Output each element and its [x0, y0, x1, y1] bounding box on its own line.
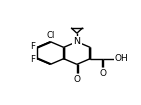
Text: Cl: Cl [46, 31, 55, 40]
Text: F: F [30, 55, 35, 64]
Text: OH: OH [115, 54, 128, 63]
Text: N: N [73, 37, 80, 46]
Text: F: F [30, 42, 35, 51]
Text: O: O [99, 69, 106, 78]
Text: O: O [73, 75, 80, 84]
